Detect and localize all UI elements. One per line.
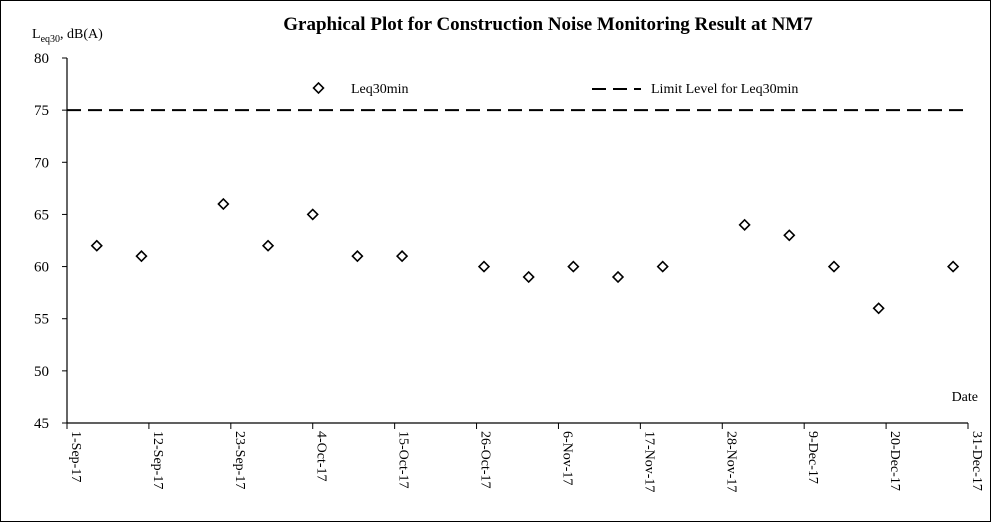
x-tick-label: 6-Nov-17 (559, 431, 574, 485)
y-axis-label-sub: eq30 (41, 34, 60, 45)
data-point (567, 260, 580, 273)
x-tick-label: 20-Dec-17 (887, 431, 902, 491)
x-tick-label: 17-Nov-17 (641, 431, 656, 492)
data-point (477, 260, 491, 273)
chart-title: Graphical Plot for Construction Noise Mo… (283, 14, 813, 35)
y-tick-label: 70 (34, 155, 49, 171)
data-point (947, 260, 960, 273)
data-point (217, 197, 230, 211)
y-axis-label-main: L (32, 27, 41, 42)
data-point (90, 239, 103, 252)
data-point (261, 239, 275, 252)
x-tick-label: 28-Nov-17 (723, 431, 738, 492)
y-tick-label: 75 (34, 103, 49, 119)
data-point (522, 270, 535, 284)
x-tick-label: 15-Oct-17 (396, 431, 411, 489)
legend: Leq30min Limit Level for Leq30min (312, 81, 798, 97)
y-tick-label: 55 (34, 312, 49, 328)
y-tick-label: 50 (34, 364, 49, 380)
x-tick-label: 9-Dec-17 (805, 431, 820, 484)
legend-limit-label: Limit Level for Leq30min (651, 82, 798, 97)
legend-series-label: Leq30min (351, 82, 409, 97)
data-point (396, 250, 409, 263)
legend-diamond-marker (312, 81, 325, 95)
data-point (611, 270, 625, 284)
data-point (656, 260, 669, 273)
y-tick-label: 45 (34, 416, 49, 432)
x-tick-label: 23-Sep-17 (232, 431, 247, 489)
data-point (872, 302, 885, 315)
y-tick-label: 80 (34, 51, 49, 67)
x-tick-label: 31-Dec-17 (969, 431, 984, 491)
data-point (306, 208, 319, 221)
plot-area: 45 50 55 60 65 70 75 80 1-Sep-17 12-Sep-17 23-Sep-… (34, 51, 984, 492)
data-point (351, 250, 364, 263)
data-point (135, 250, 148, 263)
y-tick-label: 60 (34, 260, 49, 276)
x-tick-label: 26-Oct-17 (478, 431, 493, 489)
y-axis-label-tail: , dB(A) (60, 27, 103, 42)
x-tick-label: 1-Sep-17 (68, 431, 83, 482)
data-point (827, 260, 841, 273)
x-axis-label: Date (952, 390, 978, 405)
y-tick-label: 65 (34, 207, 49, 223)
data-point (738, 218, 751, 231)
x-tick-label: 4-Oct-17 (314, 431, 329, 482)
x-tick-label: 12-Sep-17 (150, 431, 165, 489)
y-axis-label: Leq30, dB(A) (32, 27, 103, 45)
data-point (783, 229, 796, 242)
